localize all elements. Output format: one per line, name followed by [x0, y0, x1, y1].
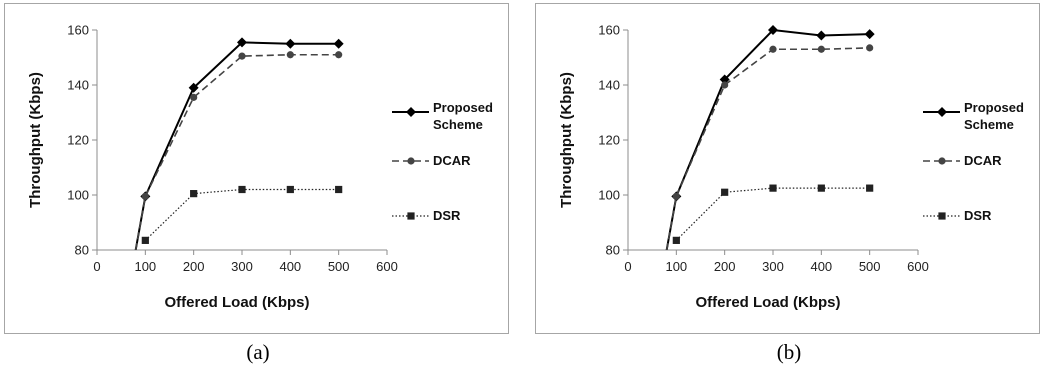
x-tick-label: 300: [231, 259, 253, 274]
series-2: [672, 184, 874, 244]
x-tick-label: 600: [907, 259, 929, 274]
y-tick-label: 100: [598, 188, 620, 203]
data-point: [335, 185, 343, 194]
legend-label: Proposed: [964, 100, 1024, 115]
data-point: [190, 93, 198, 101]
legend-marker: [937, 107, 947, 117]
data-point: [286, 51, 294, 59]
data-point: [285, 38, 296, 49]
x-tick-label: 0: [93, 259, 100, 274]
x-tick-label: 500: [859, 259, 881, 274]
x-tick-label: 200: [714, 259, 736, 274]
x-tick-label: 0: [624, 259, 631, 274]
y-tick-label: 140: [598, 78, 620, 93]
series-line: [134, 41, 339, 250]
data-point: [238, 52, 246, 60]
chart-panel-b: 80 100 120 140 160 0 100 200 300 400 500 600 Offered…: [535, 3, 1040, 334]
y-tick-label: 100: [67, 188, 89, 203]
legend-marker: [938, 212, 946, 220]
data-point: [721, 81, 729, 89]
data-point: [286, 185, 294, 194]
series-line: [144, 188, 339, 241]
series-0: [665, 25, 875, 250]
data-point: [672, 236, 680, 244]
data-point: [866, 184, 874, 192]
data-point: [769, 45, 777, 53]
series-line: [665, 28, 870, 250]
data-point: [335, 51, 343, 59]
series-1: [134, 51, 343, 250]
y-tick-label: 160: [67, 23, 89, 38]
legend-marker: [938, 157, 946, 165]
caption-a: (a): [246, 340, 270, 364]
data-point: [188, 82, 199, 93]
legend-item: DCAR: [392, 153, 471, 168]
y-tick-label: 140: [67, 78, 89, 93]
caption-b: (b): [776, 340, 802, 364]
y-tick-label: 80: [606, 243, 620, 258]
data-point: [768, 25, 778, 35]
x-tick-label: 100: [134, 259, 156, 274]
x-tick-label: 200: [183, 259, 205, 274]
legend-label: Scheme: [964, 117, 1014, 132]
legend-item: DCAR: [923, 153, 1002, 168]
y-tick-label: 120: [67, 133, 89, 148]
data-point: [817, 45, 825, 53]
x-tick-label: 400: [810, 259, 832, 274]
legend-item: DSR: [392, 208, 461, 223]
x-tick-label: 100: [665, 259, 687, 274]
series-line: [665, 47, 870, 250]
legend-marker: [407, 212, 415, 220]
series-line: [675, 187, 870, 241]
legend-marker: [407, 157, 415, 165]
legend-item: Proposed Scheme: [392, 100, 493, 132]
data-point: [721, 188, 729, 196]
legend-label: DSR: [964, 208, 992, 223]
y-axis-title: Throughput (Kbps): [558, 72, 575, 208]
series-1: [665, 44, 874, 250]
data-point: [141, 192, 149, 200]
legend-marker: [406, 107, 416, 117]
chart-a: 80 100 120 140 160 0 100 200 300 400 500 600 Offered…: [27, 23, 493, 312]
legend-item: Proposed Scheme: [923, 100, 1024, 132]
data-point: [866, 44, 874, 52]
data-point: [190, 190, 198, 198]
y-axis-title: Throughput (Kbps): [27, 72, 44, 208]
series-2: [141, 185, 343, 244]
data-point: [719, 74, 730, 85]
data-point: [864, 29, 875, 40]
data-point: [769, 184, 777, 192]
y-tick-label: 120: [598, 133, 620, 148]
data-point: [141, 236, 149, 244]
y-tick-label: 160: [598, 23, 620, 38]
legend-label: DCAR: [433, 153, 471, 168]
legend-label: Proposed: [433, 100, 493, 115]
x-tick-label: 600: [376, 259, 398, 274]
series-0: [134, 37, 344, 250]
legend-label: DCAR: [964, 153, 1002, 168]
data-point: [237, 37, 247, 48]
data-point: [816, 30, 827, 41]
data-point: [238, 185, 246, 194]
y-tick-label: 80: [75, 243, 89, 258]
chart-panel-a: 80 100 120 140 160 0 100 200 300 400 500 600 Offered…: [4, 3, 509, 334]
legend-item: DSR: [923, 208, 992, 223]
data-point: [333, 38, 344, 49]
legend-label: DSR: [433, 208, 461, 223]
x-tick-label: 300: [762, 259, 784, 274]
x-axis-title: Offered Load (Kbps): [696, 294, 841, 311]
series-line: [134, 53, 339, 250]
chart-b: 80 100 120 140 160 0 100 200 300 400 500 600 Offered…: [558, 23, 1024, 312]
data-point: [672, 192, 680, 200]
x-tick-label: 500: [328, 259, 350, 274]
data-point: [817, 184, 825, 192]
x-tick-label: 400: [279, 259, 301, 274]
x-axis-title: Offered Load (Kbps): [165, 294, 310, 311]
legend-label: Scheme: [433, 117, 483, 132]
